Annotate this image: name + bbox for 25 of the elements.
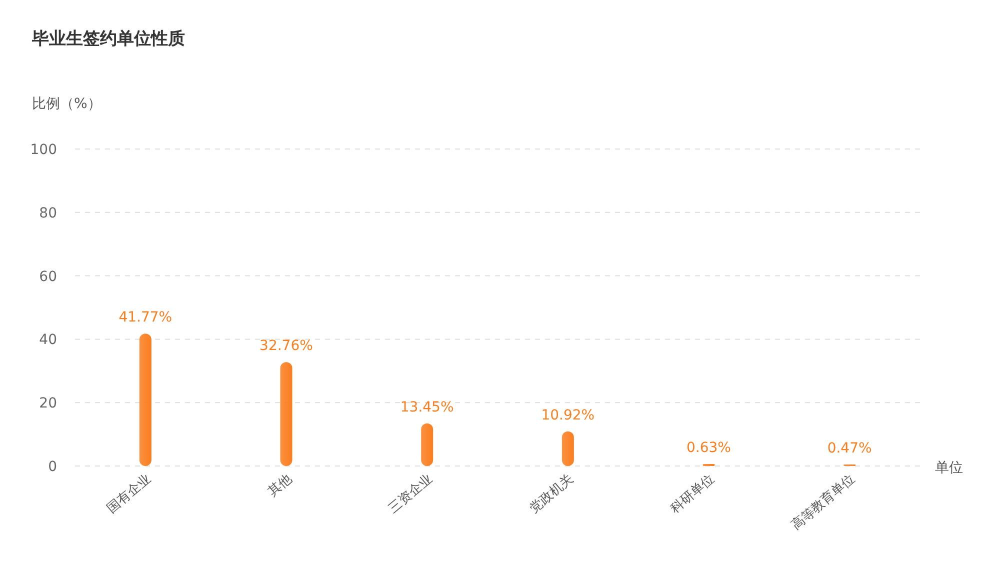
y-tick-label: 0 <box>48 459 57 475</box>
bar <box>421 423 434 466</box>
y-tick-label: 100 <box>30 142 57 158</box>
x-tick-label: 党政机关 <box>527 472 576 516</box>
x-tick-label: 高等教育单位 <box>788 470 858 534</box>
y-tick-label: 40 <box>39 332 57 348</box>
data-label: 0.63% <box>686 440 731 456</box>
x-tick-label: 其他 <box>265 472 295 500</box>
y-tick-label: 20 <box>39 396 57 412</box>
data-label: 13.45% <box>400 399 454 416</box>
x-tick-label: 国有企业 <box>104 472 154 516</box>
x-tick-label: 科研单位 <box>668 472 718 516</box>
data-label: 32.76% <box>260 338 313 354</box>
bar <box>280 362 292 466</box>
y-axis-title: 比例（%） <box>32 96 102 112</box>
y-tick-label: 80 <box>39 205 57 222</box>
data-label: 10.92% <box>541 407 595 424</box>
x-axis-title: 单位 <box>935 460 963 476</box>
data-label: 41.77% <box>118 310 172 326</box>
chart-title: 毕业生签约单位性质 <box>31 29 185 49</box>
bar <box>562 431 574 466</box>
x-tick-label: 三资企业 <box>386 472 436 516</box>
data-label: 0.47% <box>827 440 872 457</box>
y-tick-label: 60 <box>39 268 57 285</box>
bar <box>139 334 152 466</box>
